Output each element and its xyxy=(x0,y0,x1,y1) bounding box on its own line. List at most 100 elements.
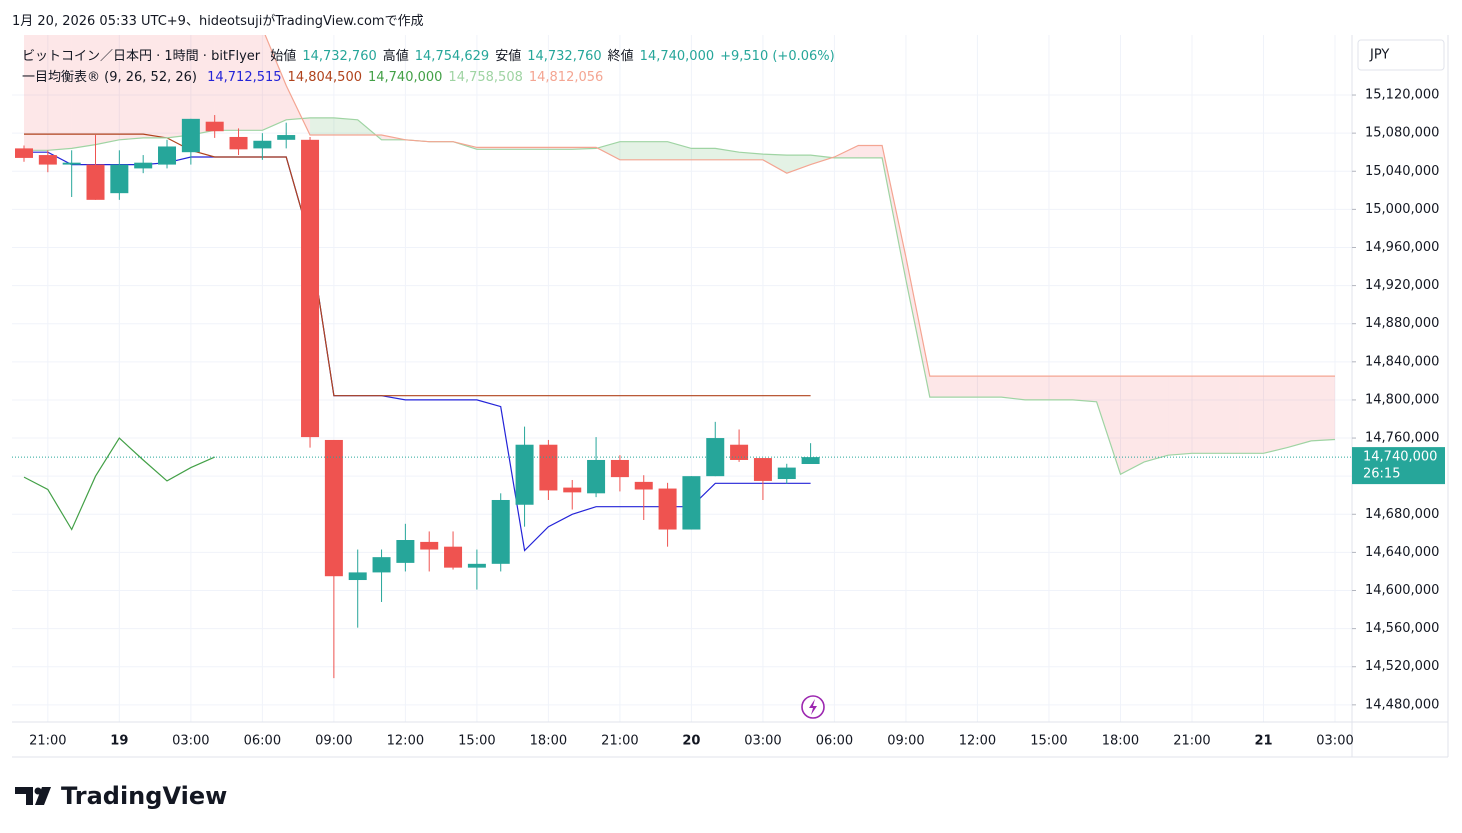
candle-body xyxy=(563,487,582,493)
candle-body xyxy=(158,146,177,165)
candles xyxy=(15,115,820,679)
cloud-fill xyxy=(619,141,644,160)
x-tick-label: 03:00 xyxy=(172,734,209,749)
cloud-fill xyxy=(1215,376,1240,454)
x-tick-label: 03:00 xyxy=(1316,734,1353,749)
cloud-fill xyxy=(333,117,358,136)
x-tick-label: 20 xyxy=(682,734,700,749)
cloud-fill xyxy=(262,35,287,131)
y-tick-label: 15,120,000 xyxy=(1365,88,1439,103)
candle-body xyxy=(110,164,129,194)
cloud-fill xyxy=(953,376,978,398)
indicator-legend: 一目均衡表® (9, 26, 52, 26) 14,712,515 14,804,… xyxy=(22,66,609,85)
x-tick-label: 12:00 xyxy=(959,734,996,749)
x-tick-label: 09:00 xyxy=(315,734,352,749)
logo-mark xyxy=(34,787,42,795)
candle-body xyxy=(539,444,558,491)
cloud-fill xyxy=(929,376,954,398)
cloud-fill xyxy=(47,35,72,151)
x-tick-label: 06:00 xyxy=(244,734,281,749)
cloud-fill xyxy=(71,35,96,149)
candle-body xyxy=(15,148,33,158)
countdown: 26:15 xyxy=(1363,467,1400,482)
ohlc-label: 終値 xyxy=(607,49,634,64)
symbol-title: ビットコイン／日本円 · 1時間 · bitFlyer xyxy=(22,49,261,64)
last-price-box xyxy=(1352,447,1445,485)
ohlc-label: 安値 xyxy=(495,49,522,64)
cloud xyxy=(24,35,1335,475)
candle-body xyxy=(610,459,629,478)
candle-body xyxy=(253,140,272,149)
y-tick-label: 14,960,000 xyxy=(1365,240,1439,255)
x-tick-label: 15:00 xyxy=(1030,734,1067,749)
cloud-fill xyxy=(977,376,1002,398)
x-tick-label: 18:00 xyxy=(530,734,567,749)
cloud-fill xyxy=(1191,376,1216,454)
cloud-fill xyxy=(190,35,215,136)
indicator-line xyxy=(24,117,1336,476)
x-tick-label: 21:00 xyxy=(601,734,638,749)
cloud-fill xyxy=(643,141,668,160)
logo-text: TradingView xyxy=(61,782,227,810)
cloud-fill xyxy=(1072,376,1097,402)
currency-box[interactable] xyxy=(1357,39,1445,71)
logo-mark xyxy=(35,787,51,805)
cloud-fill xyxy=(1168,376,1192,456)
candle-body xyxy=(372,557,391,573)
candle-body xyxy=(38,155,57,165)
x-tick-label: 06:00 xyxy=(816,734,853,749)
tradingview-logo: TradingView xyxy=(15,782,227,810)
indicator-lines xyxy=(23,35,1336,552)
candle-body xyxy=(658,488,677,530)
cloud-fill xyxy=(1263,376,1288,454)
candle-body xyxy=(467,563,486,568)
ohlc-label: 始値 xyxy=(270,49,297,64)
logo-mark xyxy=(15,787,33,805)
grid xyxy=(12,35,1352,722)
candle-body xyxy=(706,438,725,477)
candle-body xyxy=(730,444,749,460)
indicator-line xyxy=(264,35,1335,377)
candle-body xyxy=(777,467,796,480)
ohlc-value: 14,732,760 xyxy=(302,49,377,64)
cloud-fill xyxy=(310,117,334,136)
y-tick-label: 14,560,000 xyxy=(1365,621,1439,636)
y-tick-label: 14,640,000 xyxy=(1365,545,1439,560)
ohlc-value: 14,740,000 xyxy=(639,49,715,64)
y-tick-label: 15,000,000 xyxy=(1365,202,1439,217)
y-tick-label: 14,480,000 xyxy=(1365,697,1439,712)
cloud-fill xyxy=(596,141,620,160)
indicator-line xyxy=(23,437,215,531)
cloud-fill xyxy=(119,35,144,140)
candle-body xyxy=(634,481,653,490)
x-tick-label: 18:00 xyxy=(1102,734,1139,749)
indicator-line xyxy=(24,133,811,397)
cloud-fill xyxy=(95,35,120,145)
candle-body xyxy=(324,439,343,577)
cloud-fill xyxy=(882,145,906,280)
cloud-fill xyxy=(24,35,48,151)
ohlc-value: 14,754,629 xyxy=(414,49,490,64)
y-tick-label: 14,600,000 xyxy=(1365,583,1439,598)
x-tick-label: 15:00 xyxy=(458,734,495,749)
cloud-fill xyxy=(1048,376,1073,400)
cloud-fill xyxy=(691,148,716,160)
candle-body xyxy=(587,459,606,494)
alert-icon[interactable] xyxy=(801,695,825,719)
x-tick-label: 12:00 xyxy=(387,734,424,749)
cloud-fill xyxy=(667,141,692,160)
candle-body xyxy=(396,540,415,563)
cloud-fill xyxy=(1287,376,1312,448)
cloud-fill xyxy=(1311,376,1335,441)
candle-body xyxy=(86,164,105,200)
cloud-fill xyxy=(167,35,191,138)
candle-body xyxy=(801,457,820,465)
indicator-value: 14,812,056 xyxy=(528,70,604,85)
x-tick-label: 09:00 xyxy=(887,734,924,749)
cloud-fill xyxy=(1144,376,1169,462)
indicator-value: 14,758,508 xyxy=(448,70,523,85)
indicator-value: 14,712,515 xyxy=(207,70,282,85)
indicator-line xyxy=(24,151,811,552)
